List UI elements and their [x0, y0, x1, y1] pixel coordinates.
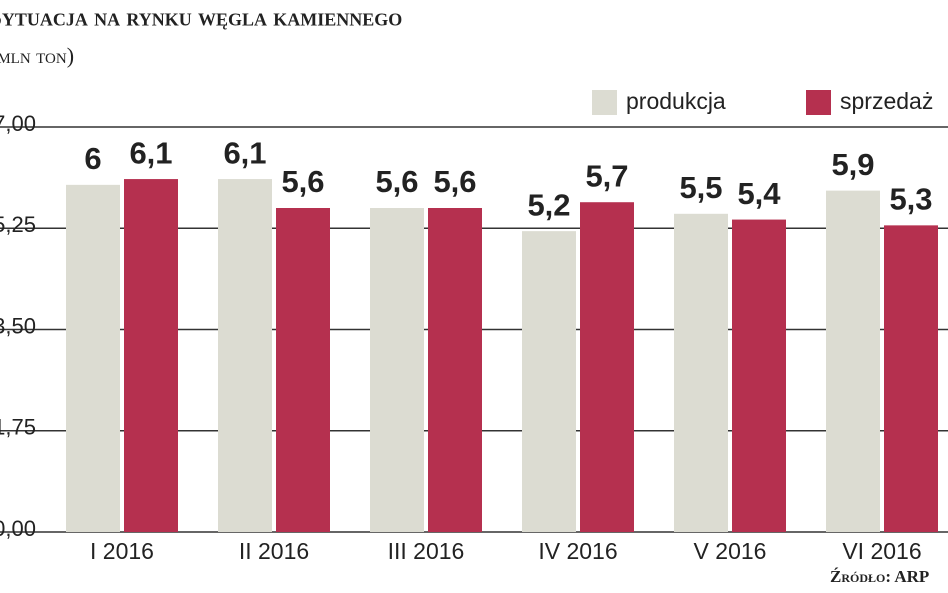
value-label: 5,6 — [433, 164, 476, 199]
value-label: 5,6 — [375, 164, 418, 199]
bar — [66, 184, 120, 532]
bar — [370, 208, 424, 532]
value-label: 5,3 — [889, 182, 932, 217]
x-tick-label: I 2016 — [90, 538, 154, 564]
y-tick-label: 3,50 — [0, 313, 36, 338]
bar — [884, 225, 938, 532]
x-tick-label: VI 2016 — [842, 538, 921, 564]
x-tick-label: III 2016 — [388, 538, 465, 564]
bar — [276, 208, 330, 532]
bar — [826, 190, 880, 532]
value-label: 5,9 — [831, 147, 874, 182]
x-tick-label: V 2016 — [694, 538, 767, 564]
value-label: 5,4 — [737, 176, 781, 211]
legend-label: produkcja — [626, 88, 726, 114]
chart-title: Sytuacja na rynku węgla kamiennego — [0, 5, 402, 32]
value-label: 6 — [84, 141, 101, 176]
legend-swatch — [592, 90, 617, 115]
legend-swatch — [806, 90, 831, 115]
value-label: 6,1 — [129, 135, 172, 170]
x-tick-label: IV 2016 — [538, 538, 617, 564]
bar — [218, 179, 272, 533]
value-label: 5,5 — [679, 170, 722, 205]
bar — [674, 213, 728, 533]
y-tick-label: 0,00 — [0, 516, 36, 541]
bar — [580, 202, 634, 532]
value-label: 5,7 — [585, 158, 628, 193]
y-tick-label: 1,75 — [0, 415, 36, 440]
value-label: 5,2 — [527, 187, 570, 222]
bar — [732, 219, 786, 533]
bar — [124, 179, 178, 533]
value-label: 6,1 — [223, 135, 266, 170]
legend-label: sprzedaż — [840, 88, 933, 114]
y-tick-label: 5,25 — [0, 212, 36, 237]
x-tick-label: II 2016 — [239, 538, 309, 564]
chart-subtitle: (mln ton) — [0, 43, 74, 68]
value-label: 5,6 — [281, 164, 324, 199]
source: Źródło: ARP — [830, 567, 929, 586]
bar — [522, 231, 576, 532]
y-tick-label: 7,00 — [0, 111, 36, 136]
bar — [428, 208, 482, 532]
